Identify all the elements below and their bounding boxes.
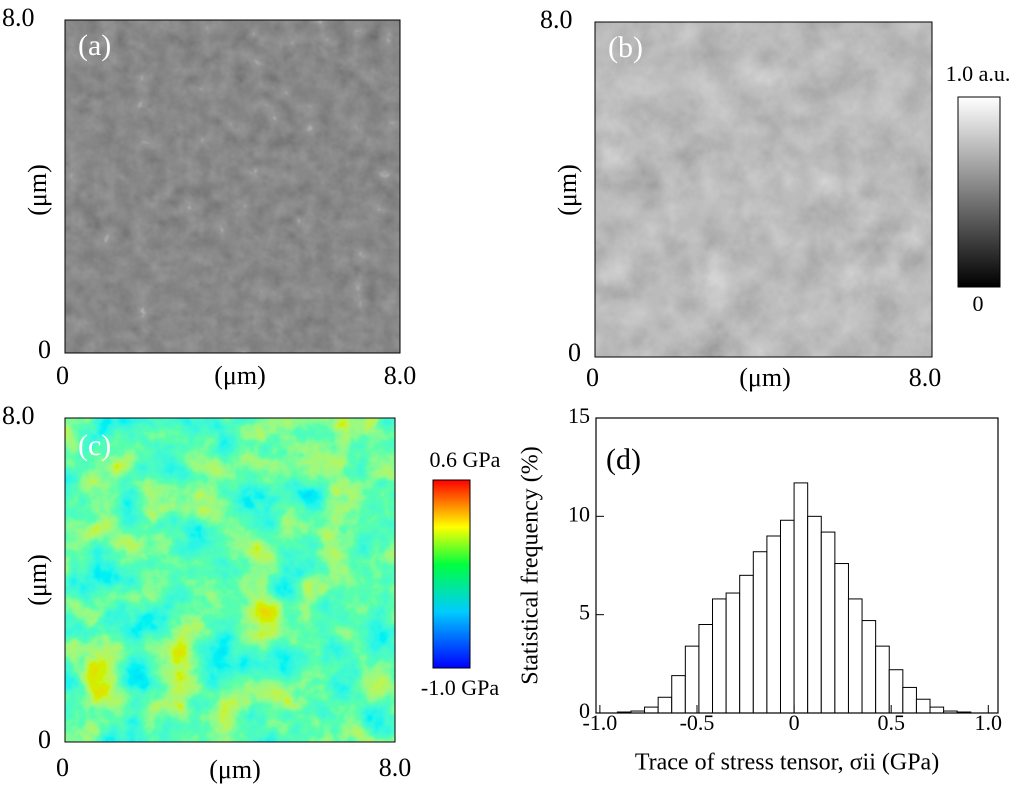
y-bottom: 0: [568, 338, 581, 367]
annotation: (d): [606, 443, 641, 476]
x-right: 8.0: [379, 753, 412, 782]
bar: [793, 482, 809, 714]
bar: [847, 598, 863, 714]
y-bottom: 0: [38, 335, 51, 364]
x-tick-label: -0.5: [680, 710, 715, 735]
bar: [834, 563, 849, 714]
bar: [861, 620, 877, 714]
x-unit: (μm): [739, 363, 790, 392]
bar: [915, 698, 931, 714]
x-unit: (μm): [214, 361, 265, 390]
bar: [875, 645, 890, 714]
y-top: 8.0: [540, 5, 573, 34]
bar: [644, 706, 659, 714]
x-tick-label: -1.0: [582, 710, 617, 735]
y-unit: (μm): [23, 164, 52, 215]
y-unit: (μm): [23, 554, 52, 605]
bar: [684, 645, 700, 714]
plot-frame: [595, 417, 999, 714]
y-bottom: 0: [38, 725, 51, 754]
colorbar-bottom: -1.0 GPa: [421, 675, 499, 700]
panel-label: (c): [78, 429, 111, 462]
bar: [807, 515, 822, 714]
bar: [929, 706, 945, 714]
y-tick-label: 0: [579, 698, 590, 723]
x-left: 0: [56, 361, 69, 390]
bar: [725, 592, 741, 714]
sem-image: [65, 20, 400, 353]
bar: [739, 574, 754, 714]
y-tick-label: 5: [579, 600, 590, 625]
bar: [766, 535, 781, 714]
y-top: 8.0: [2, 3, 35, 32]
y-tick-label: 10: [568, 501, 590, 526]
colorbar-top: 0.6 GPa: [430, 447, 501, 472]
x-left: 0: [56, 753, 69, 782]
x-axis-label: Trace of stress tensor, σii (GPa): [635, 750, 939, 776]
x-tick-label: 0.5: [877, 710, 905, 735]
x-tick-label: 0: [789, 710, 800, 735]
x-right: 8.0: [384, 361, 417, 390]
y-unit: (μm): [553, 164, 582, 215]
x-left: 0: [586, 363, 599, 392]
y-top: 8.0: [2, 401, 35, 430]
bar: [712, 598, 727, 714]
bar: [671, 675, 686, 714]
panel-label: (b): [608, 31, 643, 64]
colorbar: [432, 479, 471, 669]
bar: [820, 531, 836, 714]
y-axis-label: Statistical frequency (%): [518, 446, 544, 685]
bar: [698, 624, 714, 714]
x-tick-label: 1.0: [975, 710, 1003, 735]
y-tick-label: 15: [568, 403, 590, 428]
stress-map: [65, 418, 395, 742]
image-frame: [64, 417, 396, 743]
bar: [657, 696, 673, 714]
x-unit: (μm): [209, 755, 260, 784]
colorbar-top: 1.0 a.u.: [946, 61, 1011, 86]
image-frame: [64, 19, 401, 354]
colorbar-bottom: 0: [973, 291, 984, 316]
intensity-image: [595, 22, 932, 357]
bar: [752, 551, 768, 714]
panel-label: (a): [78, 29, 111, 62]
image-frame: [594, 21, 933, 358]
bar: [779, 519, 795, 714]
colorbar: [957, 96, 1001, 288]
x-right: 8.0: [909, 363, 942, 392]
